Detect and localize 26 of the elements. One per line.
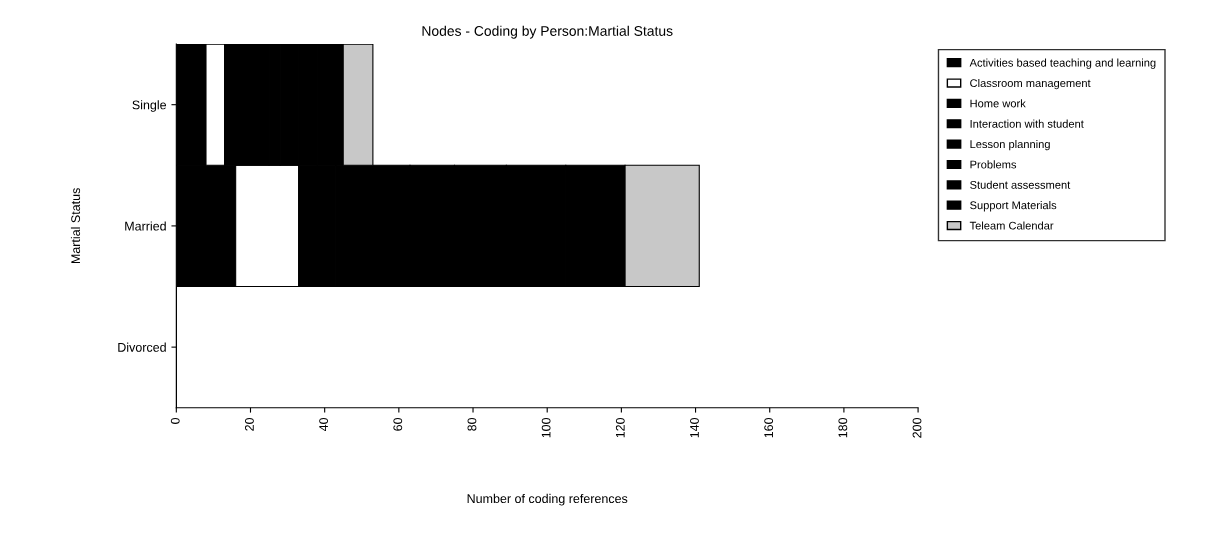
y-tick-label: Single — [132, 100, 167, 112]
x-tick-label: 0 — [170, 417, 180, 424]
x-tick-label: 20 — [245, 417, 254, 431]
x-tick-label: 100 — [541, 417, 551, 438]
legend-label: Classroom management — [970, 78, 1091, 90]
legend-label: Activities based teaching and learning — [969, 58, 1156, 69]
x-tick-label: 140 — [690, 417, 699, 438]
x-tick-label: 160 — [764, 417, 774, 438]
x-tick-label: 60 — [393, 417, 403, 431]
legend-label: Teleam Calendar — [969, 221, 1054, 230]
x-tick-label: 80 — [467, 417, 477, 431]
x-axis-title: Number of coding references — [467, 493, 628, 506]
x-tick-label: 40 — [319, 417, 329, 432]
x-tick-label: 180 — [838, 417, 848, 438]
legend-label: Problems — [970, 160, 1017, 169]
x-tick-label: 200 — [912, 417, 922, 438]
x-tick-label: 120 — [615, 417, 625, 438]
y-tick-label: Married — [125, 221, 166, 231]
legend-label: Interaction with student — [970, 119, 1084, 128]
legend-label: Lesson planning — [970, 139, 1050, 151]
y-tick-label: Divorced — [118, 342, 166, 352]
chart-title: Nodes - Coding by Person:Martial Status — [422, 25, 673, 39]
y-axis-title: Martial Status — [70, 188, 81, 264]
legend-label: Support Materials — [970, 201, 1057, 212]
legend-label: Student assessment — [970, 180, 1071, 189]
legend-label: Home work — [970, 99, 1026, 108]
